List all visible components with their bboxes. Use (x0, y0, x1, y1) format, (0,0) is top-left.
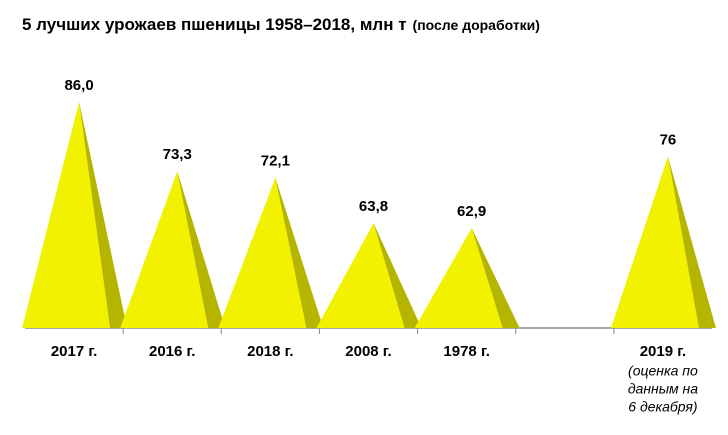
pyramid-front (610, 156, 699, 328)
chart-title: 5 лучших урожаев пшеницы 1958–2018, млн … (22, 15, 540, 34)
pyramid-side (471, 228, 520, 328)
pyramid-front (316, 223, 405, 328)
value-label: 62,9 (457, 203, 486, 220)
pyramid-front (22, 101, 111, 328)
value-label: 73,3 (163, 146, 192, 163)
pyramid-side (667, 156, 716, 328)
title-main: 5 лучших урожаев пшеницы 1958–2018, млн … (22, 15, 407, 34)
x-tick-label: 2017 г. (51, 343, 97, 360)
x-tick-label: 2016 г. (149, 343, 195, 360)
value-label: 63,8 (359, 198, 388, 215)
annotation: (оценка по (628, 363, 698, 379)
pyramid-side (79, 101, 128, 328)
pyramid-front (218, 177, 307, 328)
x-tick-label: 2018 г. (247, 343, 293, 360)
value-label: 72,1 (261, 153, 290, 170)
pyramid-side (373, 223, 422, 328)
pyramid-side (177, 171, 226, 328)
pyramid-front (120, 171, 209, 328)
title-note: (после доработки) (413, 17, 540, 33)
value-label: 76 (660, 131, 677, 148)
value-label: 86,0 (64, 77, 93, 94)
pyramid-front (414, 228, 503, 328)
pyramid-side (275, 177, 324, 328)
x-tick-label: 1978 г. (443, 343, 489, 360)
x-tick-label: 2008 г. (345, 343, 391, 360)
annotation: 6 декабря) (628, 399, 697, 415)
x-tick-label: 2019 г. (640, 343, 686, 360)
annotation: данным на (628, 381, 698, 397)
